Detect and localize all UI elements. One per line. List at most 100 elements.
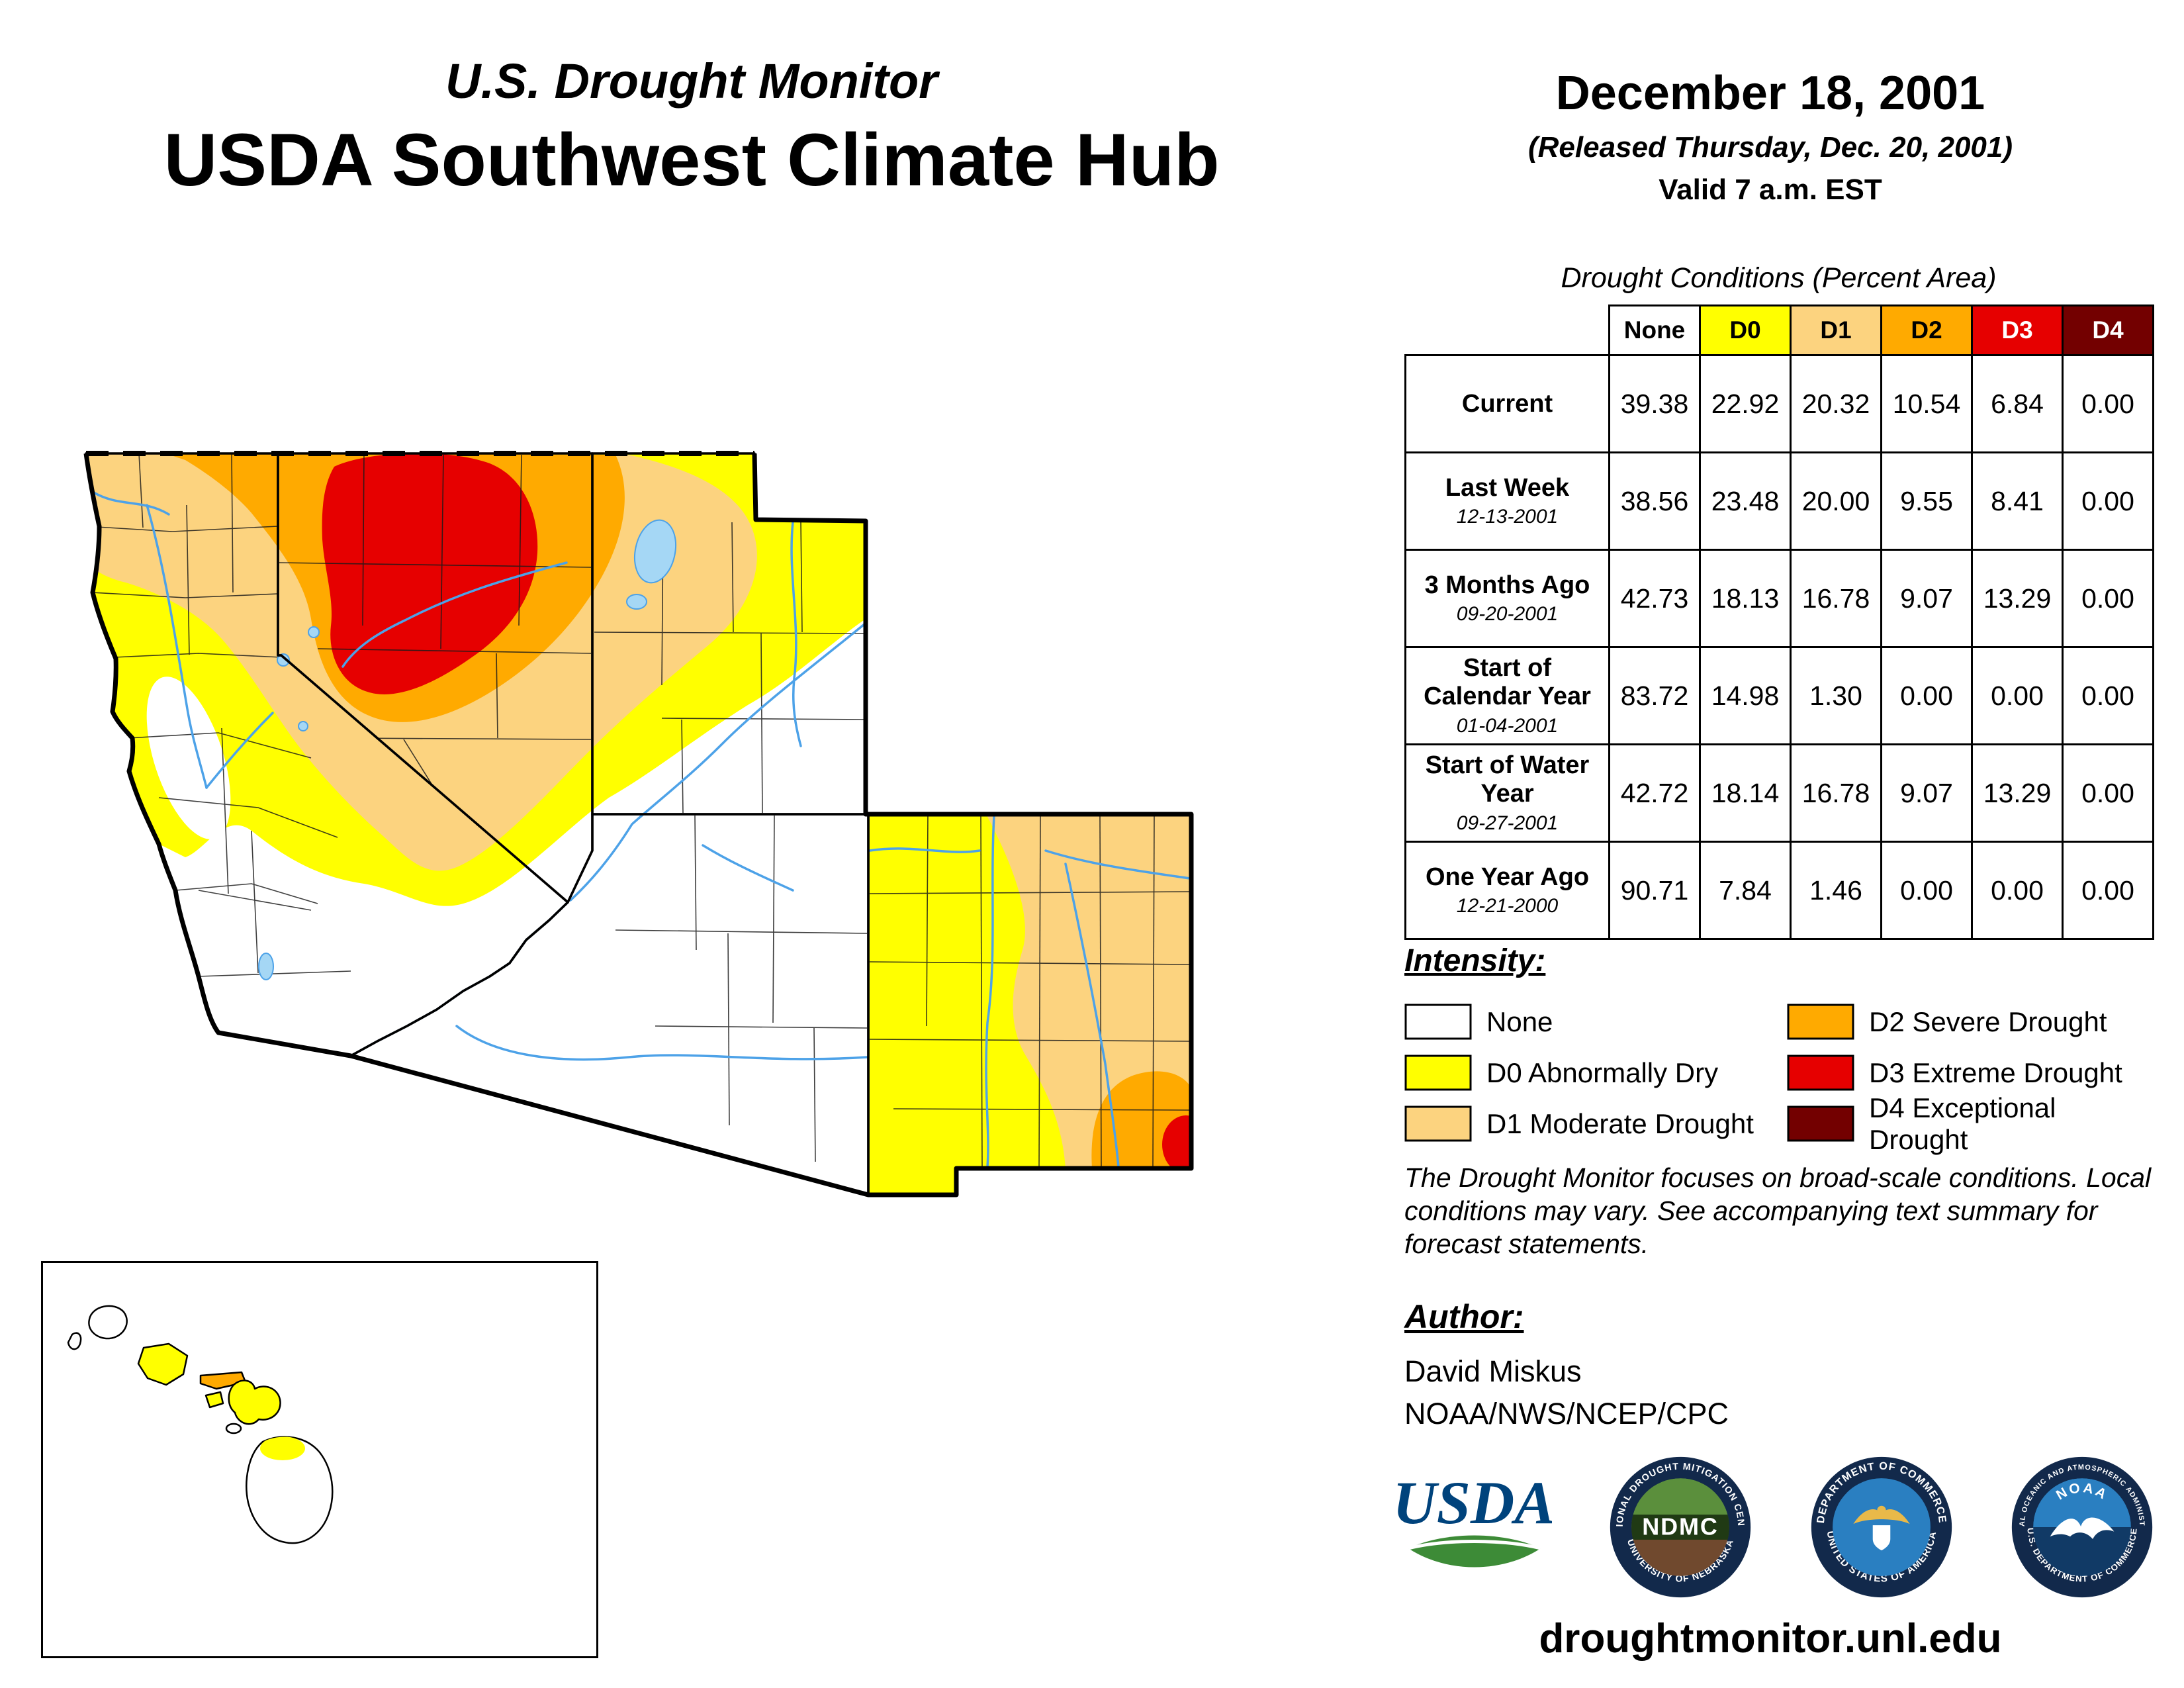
value-cell: 90.71 [1608, 841, 1701, 940]
river-klamath [91, 491, 170, 516]
disclaimer-text: The Drought Monitor focuses on broad-sca… [1404, 1162, 2152, 1260]
d0-area-bigisland [260, 1436, 305, 1460]
lake-mono [298, 721, 308, 731]
row-label-start-water-year: Start of Water Year 09-27-2001 [1404, 743, 1610, 843]
none-area-central-valley [146, 677, 231, 839]
legend-item-d0: D0 Abnormally Dry [1404, 1055, 1787, 1091]
legend-label: D3 Extreme Drought [1869, 1056, 2122, 1088]
island-niihau [67, 1332, 82, 1350]
noaa-sea [2033, 1527, 2131, 1576]
value-cell: 18.14 [1699, 743, 1792, 843]
row-label-last-week: Last Week 12-13-2001 [1404, 451, 1610, 551]
legend-item-d2: D2 Severe Drought [1787, 1004, 2159, 1040]
drought-layers-new-mexico [868, 814, 1191, 1195]
value-cell: 6.84 [1971, 354, 2064, 453]
value-cell: 0.00 [2062, 354, 2154, 453]
river-sacramento [146, 504, 208, 789]
value-cell: 10.54 [1880, 354, 1973, 453]
row-label-start-calendar-year: Start of Calendar Year 01-04-2001 [1404, 646, 1610, 745]
lakes [258, 519, 676, 980]
river-rio-grande [985, 814, 995, 1168]
table-row: Current 39.38 22.92 20.32 10.54 6.84 0.0… [1404, 354, 2154, 453]
river-san-joaquin [205, 712, 274, 789]
col-header-d4: D4 [2062, 305, 2154, 356]
doc-eagle-head [1877, 1505, 1886, 1515]
value-cell: 1.46 [1790, 841, 1882, 940]
table-row: Start of Water Year 09-27-2001 42.72 18.… [1404, 743, 2154, 843]
ndmc-band [1631, 1515, 1730, 1540]
usda-logo: USDA [1396, 1469, 1552, 1568]
table-row: Last Week 12-13-2001 38.56 23.48 20.00 9… [1404, 451, 2154, 551]
intensity-legend: Intensity: None D2 Severe Drought D0 Abn… [1404, 943, 2159, 1155]
doc-eagle-wings [1853, 1509, 1910, 1524]
legend-label: D1 Moderate Drought [1486, 1107, 1754, 1139]
legend-title: Intensity: [1404, 943, 1546, 978]
legend-swatch [1404, 1055, 1472, 1091]
report-subtitle: USDA Southwest Climate Hub [163, 118, 1220, 201]
lake-great-salt [634, 519, 676, 584]
d3-area-nm [1162, 1115, 1191, 1174]
river-san-juan [868, 847, 981, 853]
value-cell: 18.13 [1699, 549, 1792, 648]
usda-wordmark: USDA [1396, 1469, 1552, 1536]
value-cell: 8.41 [1971, 451, 2064, 551]
col-header-d3: D3 [1971, 305, 2064, 356]
value-cell: 83.72 [1608, 646, 1701, 745]
river-canadian [1044, 849, 1191, 880]
river-gila [455, 1025, 868, 1061]
island-kahoolawe [225, 1423, 242, 1434]
d3-area-west [322, 453, 538, 694]
value-cell: 0.00 [1971, 841, 2064, 940]
col-header-d0: D0 [1699, 305, 1792, 356]
value-cell: 0.00 [1880, 841, 1973, 940]
value-cell: 38.56 [1608, 451, 1701, 551]
legend-label: None [1486, 1006, 1553, 1037]
report-title: U.S. Drought Monitor [445, 54, 938, 109]
salton-sea [258, 953, 274, 980]
legend-label: D4 Exceptional Drought [1869, 1092, 2056, 1155]
value-cell: 9.55 [1880, 451, 1973, 551]
lake-utah [626, 594, 647, 610]
legend-swatch [1404, 1004, 1472, 1040]
legend-swatch [1404, 1105, 1472, 1142]
island-lanai [205, 1391, 224, 1409]
noaa-emblem: NOAA [2033, 1478, 2131, 1576]
value-cell: 23.48 [1699, 451, 1792, 551]
row-label-3-months-ago: 3 Months Ago 09-20-2001 [1404, 549, 1610, 648]
drought-conditions-table: None D0 D1 D2 D3 D4 Current 39.38 22.92 … [1404, 305, 2154, 940]
island-kauai [88, 1305, 128, 1340]
river-green [790, 521, 802, 747]
county-lines [86, 453, 1191, 1168]
noaa-seagull [2050, 1517, 2115, 1540]
value-cell: 20.00 [1790, 451, 1882, 551]
commerce-seal: DEPARTMENT OF COMMERCE UNITED STATES OF … [1811, 1456, 1952, 1598]
value-cell: 7.84 [1699, 841, 1792, 940]
value-cell: 22.92 [1699, 354, 1792, 453]
row-label-current: Current [1404, 354, 1610, 453]
col-header-d2: D2 [1880, 305, 1973, 356]
value-cell: 0.00 [2062, 549, 2154, 648]
value-cell: 42.72 [1608, 743, 1701, 843]
map-date: December 18, 2001 [1555, 67, 1985, 120]
legend-swatch [1787, 1105, 1854, 1142]
drought-monitor-url: droughtmonitor.unl.edu [1539, 1616, 2002, 1662]
doc-shield [1872, 1525, 1890, 1551]
river-colorado-upper [569, 623, 866, 902]
report-title-block: U.S. Drought Monitor USDA Southwest Clim… [26, 53, 1357, 203]
value-cell: 0.00 [2062, 646, 2154, 745]
row-label-one-year-ago: One Year Ago 12-21-2000 [1404, 841, 1610, 940]
value-cell: 0.00 [1880, 646, 1973, 745]
value-cell: 0.00 [2062, 841, 2154, 940]
release-date: (Released Thursday, Dec. 20, 2001) [1527, 131, 2013, 164]
logo-row: USDA NATIONAL DROUGHT MITIGATION CENTER … [1396, 1455, 2154, 1599]
rivers [91, 491, 1191, 1168]
river-humboldt [341, 561, 568, 668]
value-cell: 16.78 [1790, 549, 1882, 648]
island-oahu [137, 1342, 189, 1386]
value-cell: 16.78 [1790, 743, 1882, 843]
value-cell: 13.29 [1971, 743, 2064, 843]
value-cell: 0.00 [1971, 646, 2064, 745]
hawaii-inset-box [41, 1261, 598, 1658]
legend-item-none: None [1404, 1004, 1787, 1040]
author-org: NOAA/NWS/NCEP/CPC [1404, 1397, 1729, 1430]
